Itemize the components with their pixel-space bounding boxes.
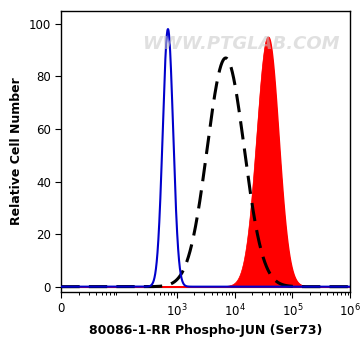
Text: WWW.PTGLAB.COM: WWW.PTGLAB.COM <box>142 36 339 53</box>
X-axis label: 80086-1-RR Phospho-JUN (Ser73): 80086-1-RR Phospho-JUN (Ser73) <box>89 324 322 337</box>
Y-axis label: Relative Cell Number: Relative Cell Number <box>10 77 23 225</box>
